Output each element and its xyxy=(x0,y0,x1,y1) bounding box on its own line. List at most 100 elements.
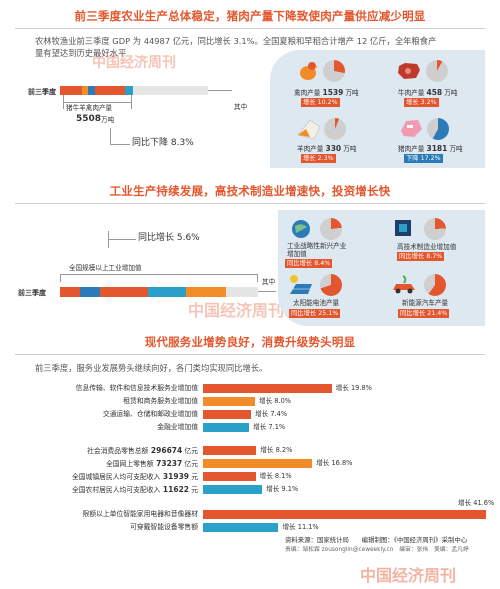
item-name: 工业战略性新兴产业 xyxy=(287,242,347,250)
bar-label: 信息传输、软件和信息技术服务业增加值 xyxy=(75,384,198,392)
segment-bar xyxy=(82,86,88,95)
bar-change: 增长 8.1% xyxy=(259,472,292,480)
watermark: 中国经济周刊 xyxy=(188,301,285,320)
pork-pie xyxy=(427,118,449,140)
segment-bar xyxy=(226,287,258,297)
watermark: 中国经济周刊 xyxy=(92,55,176,71)
bar-unit: 元 xyxy=(189,486,198,494)
change-badge: 增长 2.3% xyxy=(301,154,336,163)
industry-pie xyxy=(320,274,342,296)
bar-unit: 元 xyxy=(189,473,198,481)
bar-change: 增长 11.1% xyxy=(282,523,319,531)
item-name: 猪肉产量 3181 万吨 xyxy=(398,144,463,153)
bar-label: 社会消费品零售总额 296674 亿元 xyxy=(87,446,198,455)
divider xyxy=(15,354,485,355)
bar-value: 31939 xyxy=(160,472,190,481)
sheep-icon xyxy=(296,117,322,141)
change-badge: 增长 10.2% xyxy=(301,98,340,107)
item-name: 高技术制造业增加值 xyxy=(397,243,457,251)
mutton-pie xyxy=(324,118,346,140)
bar-label: 交通运输、仓储和邮政业增加值 xyxy=(102,410,198,418)
item-name: 禽肉产量 1539 万吨 xyxy=(294,88,359,97)
divider xyxy=(15,28,485,29)
bracket-line xyxy=(60,274,258,275)
pointer-line xyxy=(110,128,111,144)
change-badge: 同比增长 25.1% xyxy=(289,309,341,318)
bar-label: 可穿戴智能设备零售额 xyxy=(130,523,198,531)
segment-bar xyxy=(100,287,148,297)
industry-pie xyxy=(320,218,342,240)
beef-pie xyxy=(426,60,448,82)
item-name: 太阳能电池产量 xyxy=(293,299,340,307)
cow-icon xyxy=(396,60,422,82)
pointer-line xyxy=(108,239,136,240)
bar xyxy=(203,459,313,468)
bar xyxy=(203,423,250,432)
change-badge: 同比增长 8.7% xyxy=(397,252,445,261)
industry-panel xyxy=(278,210,485,326)
section1-title: 前三季度农业生产总体稳定，猪肉产量下降致使肉产量供应减少明显 xyxy=(74,9,426,23)
bar xyxy=(203,397,255,406)
bar-change: 增长 7.4% xyxy=(255,410,288,418)
bar-change: 增长 7.1% xyxy=(253,423,286,431)
bar-change: 增长 41.6% xyxy=(458,499,495,507)
pork-bar xyxy=(95,86,125,95)
bar-value: 11622 xyxy=(160,485,190,494)
bar-value: 73237 xyxy=(153,459,183,468)
bar-label: 金融业增加值 xyxy=(157,423,198,431)
segment-bar xyxy=(125,86,133,95)
bar-label: 全国网上零售额 73237 亿元 xyxy=(105,459,198,468)
item-name: 增加值 xyxy=(287,250,307,258)
row-label: 前三季度 xyxy=(28,88,56,96)
pork-value: 5508 xyxy=(76,114,102,124)
bar-unit: 亿元 xyxy=(182,460,198,468)
pork-change: 同比下降 8.3% xyxy=(132,138,194,148)
bar-label: 限额以上单位智能家用电器和音像器材 xyxy=(82,510,198,518)
segment-bar xyxy=(186,287,226,297)
bar-value: 296674 xyxy=(148,446,183,455)
section2-title: 工业生产持续发展，高技术制造业增速快，投资增长快 xyxy=(109,184,391,198)
bracket-line xyxy=(60,274,61,282)
chip-icon xyxy=(393,218,413,238)
section3-para: 前三季度，服务业发展势头继续向好，各门类均实现同比增长。 xyxy=(35,363,268,373)
bar-change: 增长 8.0% xyxy=(259,397,292,405)
source-text: 资料来源：国家统计局 编辑制图：《中国经济周刊》采制中心 xyxy=(285,536,468,544)
qizhong-label: 其中 xyxy=(262,278,276,286)
section3-title: 现代服务业增势良好，消费升级势头明显 xyxy=(144,335,356,349)
bar xyxy=(203,485,263,494)
pig-icon xyxy=(398,117,424,139)
pork-label: 猪牛羊禽肉产量 xyxy=(66,104,113,112)
bar xyxy=(203,510,486,519)
change-badge: 下降 17.2% xyxy=(404,154,443,163)
change-badge: 同比增长 8.4% xyxy=(285,259,333,268)
bar xyxy=(203,384,332,393)
segment-bar xyxy=(148,287,186,297)
watermark: 中国经济周刊 xyxy=(360,566,457,585)
segment-bar xyxy=(88,86,95,95)
ev-car-icon xyxy=(391,274,417,296)
divider xyxy=(15,203,485,204)
item-name: 羊肉产量 330 万吨 xyxy=(297,144,357,153)
pointer-line xyxy=(258,291,276,292)
scale-label: 全国规模以上工业增加值 xyxy=(69,264,142,272)
solar-panel-icon xyxy=(288,274,314,296)
bar xyxy=(203,410,252,419)
bar-change: 增长 16.8% xyxy=(316,459,353,467)
bracket-line xyxy=(257,274,258,282)
bar-label: 租赁和商务服务业增加值 xyxy=(123,397,198,405)
change-badge: 增长 3.2% xyxy=(404,98,439,107)
globe-icon xyxy=(290,218,312,240)
pointer-line xyxy=(110,144,130,145)
bar-change: 增长 19.8% xyxy=(335,384,372,392)
change-badge: 同比增长 21.4% xyxy=(398,309,450,318)
bar-label: 全国城镇居民人均可支配收入 31939 元 xyxy=(71,472,198,481)
bar xyxy=(203,446,257,455)
total-bar xyxy=(60,86,208,95)
bar xyxy=(203,523,279,532)
bar-label: 全国农村居民人均可支配收入 11622 元 xyxy=(71,485,198,494)
bracket-line xyxy=(63,102,132,103)
segment-bar xyxy=(80,287,100,297)
bar-change: 增长 8.2% xyxy=(260,446,293,454)
chicken-icon xyxy=(297,60,319,82)
industry-pie xyxy=(424,274,446,296)
